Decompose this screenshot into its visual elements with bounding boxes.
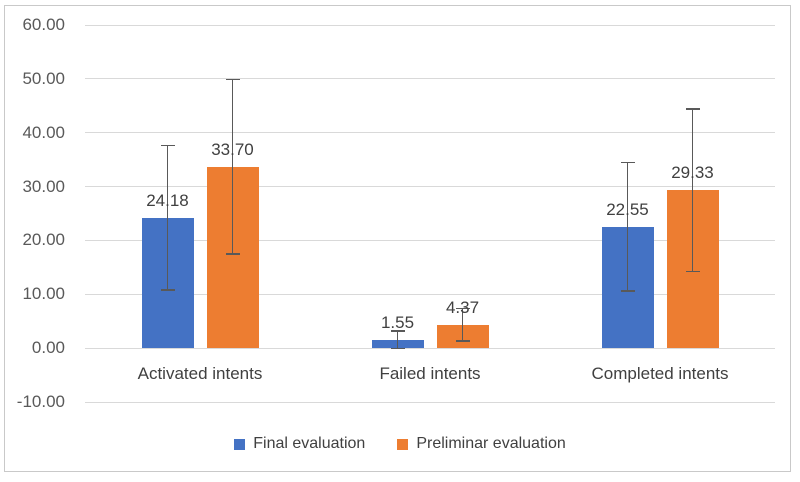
error-bar-cap bbox=[685, 270, 700, 273]
error-bar-cap bbox=[225, 78, 240, 81]
legend-label-preliminar-evaluation: Preliminar evaluation bbox=[416, 435, 566, 452]
category-label-activated-intents: Activated intents bbox=[137, 364, 263, 383]
y-axis-tick-label: 40.00 bbox=[22, 122, 65, 142]
data-label-final-evaluation-failed-intents: 1.55 bbox=[380, 312, 415, 332]
error-bar-line bbox=[231, 79, 234, 254]
legend-swatch-preliminar-evaluation bbox=[397, 438, 409, 450]
error-bar-line bbox=[166, 145, 169, 291]
data-label-final-evaluation-activated-intents: 24.18 bbox=[146, 190, 189, 210]
data-label-preliminar-evaluation-failed-intents: 4.37 bbox=[445, 297, 480, 317]
error-bar-cap bbox=[685, 108, 700, 110]
data-label-final-evaluation-completed-intents: 22.55 bbox=[606, 199, 649, 219]
category-label-completed-intents: Completed intents bbox=[591, 364, 729, 383]
gridline-50 bbox=[85, 78, 775, 80]
y-axis-tick-label: 50.00 bbox=[22, 68, 65, 88]
legend-item-final-evaluation: Final evaluation bbox=[234, 434, 365, 454]
y-axis-tick-label: 20.00 bbox=[22, 230, 65, 250]
gridline-20 bbox=[85, 239, 775, 241]
error-bar-line bbox=[626, 162, 629, 291]
gridline-0 bbox=[85, 347, 775, 349]
data-label-preliminar-evaluation-activated-intents: 33.70 bbox=[211, 139, 254, 159]
gridline--10 bbox=[85, 401, 775, 403]
legend-item-preliminar-evaluation: Preliminar evaluation bbox=[397, 434, 566, 454]
y-axis-tick-label: 30.00 bbox=[22, 176, 65, 196]
gridline-60 bbox=[85, 24, 775, 26]
y-axis-tick-label: 0.00 bbox=[31, 338, 65, 358]
error-bar-line bbox=[691, 108, 694, 272]
error-bar-cap bbox=[390, 330, 405, 332]
y-axis-tick-label: -10.00 bbox=[16, 392, 65, 411]
gridline-10 bbox=[85, 293, 775, 295]
error-bar-cap bbox=[160, 144, 175, 147]
error-bar-cap bbox=[455, 307, 470, 310]
error-bar-cap bbox=[160, 289, 175, 291]
legend-swatch-final-evaluation bbox=[234, 438, 246, 450]
y-axis-tick-label: 60.00 bbox=[22, 15, 65, 34]
error-bar-cap bbox=[225, 253, 240, 255]
error-bar-cap bbox=[390, 347, 405, 350]
error-bar-cap bbox=[620, 290, 635, 292]
legend-label-final-evaluation: Final evaluation bbox=[253, 435, 366, 452]
error-bar-cap bbox=[455, 340, 470, 342]
gridline-40 bbox=[85, 132, 775, 134]
error-bar-line bbox=[461, 308, 464, 341]
y-axis-tick-label: 10.00 bbox=[22, 284, 65, 304]
error-bar-cap bbox=[620, 161, 635, 164]
legend: Final evaluation Preliminar evaluation bbox=[0, 433, 800, 455]
error-bar-line bbox=[396, 331, 399, 349]
category-label-failed-intents: Failed intents bbox=[379, 364, 481, 383]
data-label-preliminar-evaluation-completed-intents: 29.33 bbox=[671, 163, 714, 183]
chart-border bbox=[4, 5, 791, 472]
gridline-30 bbox=[85, 186, 775, 188]
